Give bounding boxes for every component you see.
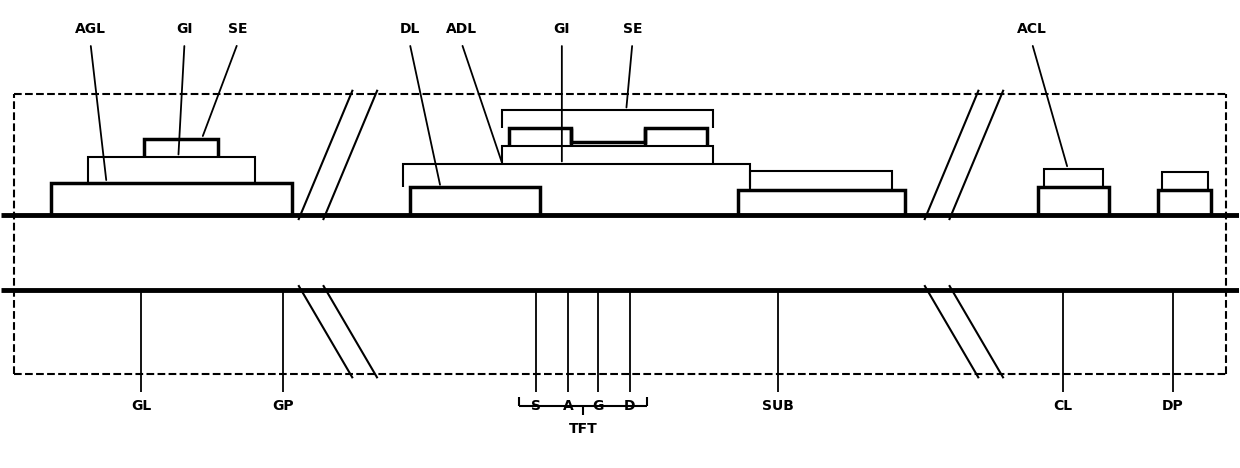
Text: SE: SE bbox=[228, 22, 248, 37]
Text: ADL: ADL bbox=[446, 22, 477, 37]
Text: DL: DL bbox=[399, 22, 420, 37]
Text: G: G bbox=[591, 399, 604, 413]
Text: A: A bbox=[563, 399, 573, 413]
Text: GI: GI bbox=[553, 22, 570, 37]
Text: GL: GL bbox=[131, 399, 151, 413]
Text: CL: CL bbox=[1053, 399, 1073, 413]
Text: GP: GP bbox=[273, 399, 294, 413]
Text: SE: SE bbox=[622, 22, 642, 37]
Text: TFT: TFT bbox=[568, 423, 598, 437]
Text: ACL: ACL bbox=[1017, 22, 1047, 37]
Text: S: S bbox=[531, 399, 541, 413]
Text: D: D bbox=[624, 399, 636, 413]
Text: SUB: SUB bbox=[763, 399, 795, 413]
Text: AGL: AGL bbox=[74, 22, 105, 37]
Text: DP: DP bbox=[1162, 399, 1184, 413]
Text: GI: GI bbox=[176, 22, 192, 37]
